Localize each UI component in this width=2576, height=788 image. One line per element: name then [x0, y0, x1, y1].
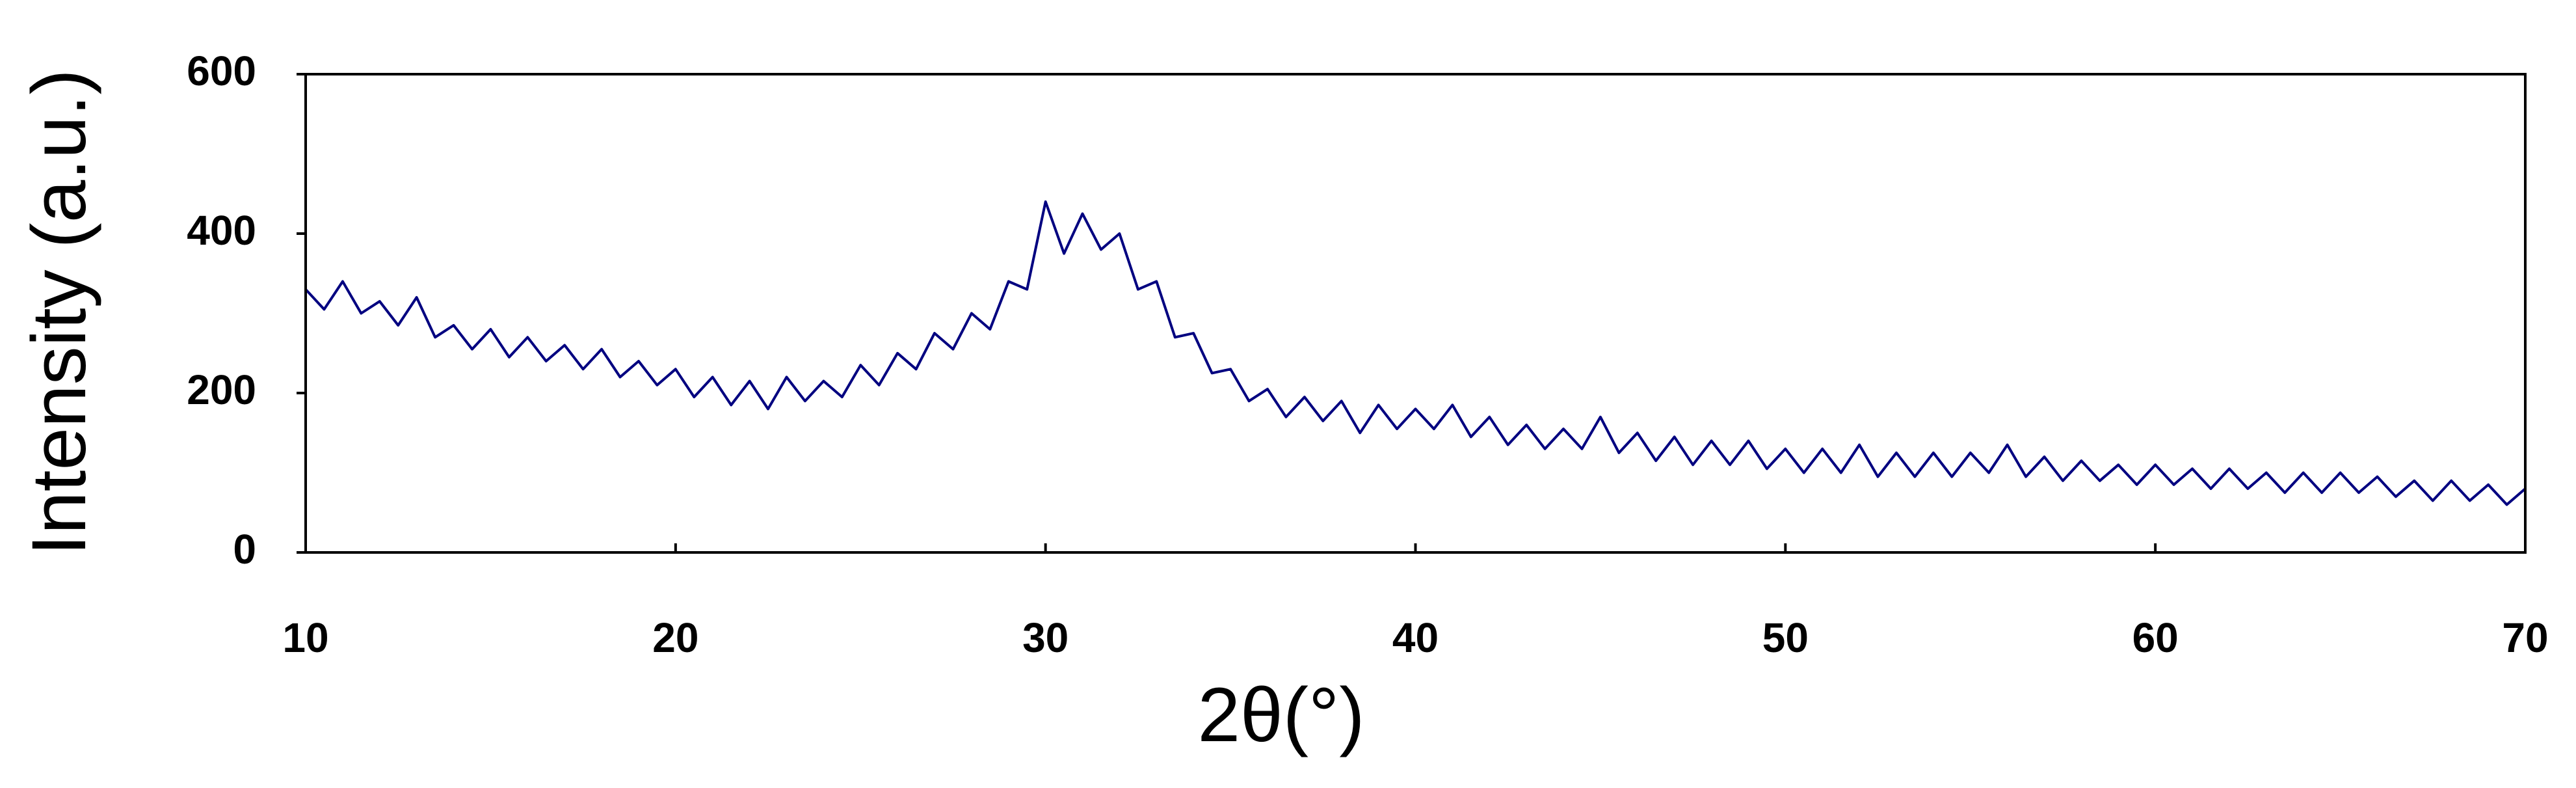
x-tick-label: 70 [2502, 614, 2548, 661]
x-tick-label: 40 [1392, 614, 1439, 661]
plot-frame [304, 73, 2527, 554]
x-tick-label: 50 [1762, 614, 1809, 661]
y-tick-label: 200 [187, 366, 256, 413]
y-axis-label: Intensity (a.u.) [16, 69, 102, 556]
x-tick-label: 60 [2132, 614, 2179, 661]
y-tick-label: 600 [187, 48, 256, 94]
y-tick-label: 0 [233, 526, 256, 573]
x-tick-label: 20 [652, 614, 698, 661]
x-axis-label: 2θ(°) [1197, 672, 1364, 758]
data-line [304, 200, 2527, 506]
x-tick-label: 30 [1022, 614, 1069, 661]
x-tick-label: 10 [282, 614, 328, 661]
y-tick-label: 400 [187, 207, 256, 254]
